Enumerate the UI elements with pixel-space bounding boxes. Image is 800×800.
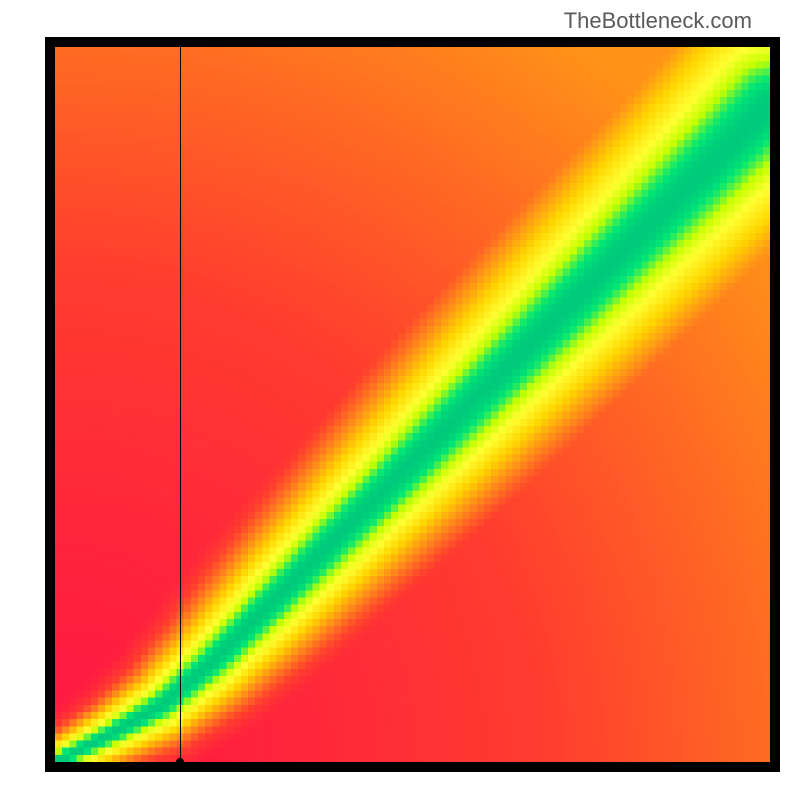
- heatmap-canvas: [55, 47, 770, 762]
- crosshair-point: [176, 758, 184, 766]
- heatmap-chart: [45, 37, 780, 772]
- crosshair-vertical-line: [180, 47, 181, 762]
- crosshair-horizontal-line: [55, 762, 770, 763]
- watermark-text: TheBottleneck.com: [564, 8, 752, 34]
